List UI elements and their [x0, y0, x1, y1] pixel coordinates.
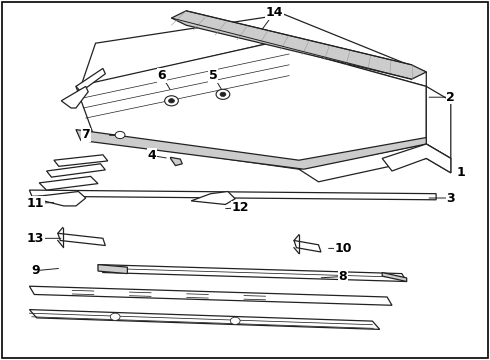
- Polygon shape: [172, 11, 426, 79]
- Polygon shape: [29, 190, 436, 200]
- Polygon shape: [54, 155, 108, 166]
- Polygon shape: [29, 192, 86, 206]
- Text: 1: 1: [456, 166, 465, 179]
- Polygon shape: [98, 265, 127, 274]
- Circle shape: [216, 89, 230, 99]
- Polygon shape: [382, 273, 407, 282]
- Text: 4: 4: [147, 149, 156, 162]
- Polygon shape: [29, 286, 392, 305]
- Polygon shape: [58, 233, 105, 246]
- Text: 7: 7: [81, 129, 90, 141]
- Polygon shape: [61, 86, 88, 108]
- Polygon shape: [294, 240, 321, 252]
- Text: 2: 2: [446, 91, 455, 104]
- Text: 6: 6: [157, 69, 166, 82]
- Polygon shape: [98, 265, 407, 282]
- Text: 5: 5: [209, 69, 218, 82]
- Circle shape: [115, 131, 125, 139]
- Text: 9: 9: [31, 264, 40, 277]
- Circle shape: [165, 96, 178, 106]
- Polygon shape: [299, 144, 451, 182]
- Polygon shape: [191, 192, 235, 204]
- Text: 3: 3: [446, 192, 455, 204]
- Text: 10: 10: [334, 242, 352, 255]
- Polygon shape: [76, 130, 426, 169]
- Circle shape: [110, 313, 120, 320]
- Polygon shape: [81, 14, 426, 86]
- Polygon shape: [47, 164, 105, 177]
- Text: 13: 13: [26, 232, 44, 245]
- Text: 11: 11: [26, 197, 44, 210]
- Circle shape: [220, 92, 226, 96]
- Polygon shape: [29, 310, 380, 329]
- Polygon shape: [382, 144, 451, 173]
- Text: 14: 14: [266, 6, 283, 19]
- Text: 8: 8: [339, 270, 347, 283]
- Polygon shape: [39, 176, 98, 190]
- Polygon shape: [76, 68, 105, 92]
- Text: 12: 12: [231, 201, 249, 214]
- Polygon shape: [426, 86, 451, 158]
- Circle shape: [169, 99, 174, 103]
- Polygon shape: [171, 157, 182, 166]
- Polygon shape: [76, 43, 426, 169]
- Circle shape: [230, 317, 240, 324]
